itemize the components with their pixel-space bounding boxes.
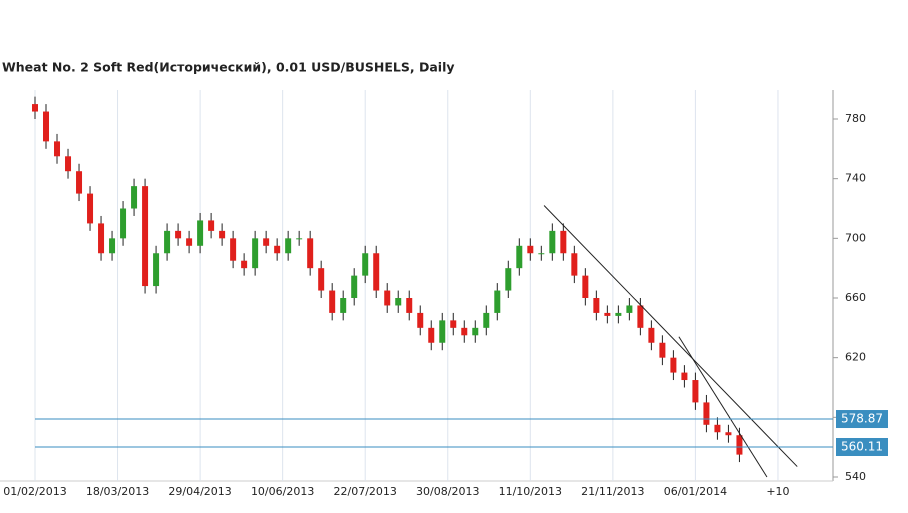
candle-body [197, 220, 204, 246]
candle-body [296, 238, 303, 240]
candle-body [142, 186, 149, 287]
candle-body [263, 238, 270, 246]
candle-body [736, 435, 743, 455]
y-tick-label: 660 [845, 291, 866, 304]
candle-body [648, 327, 655, 343]
level-label: 578.87 [841, 412, 883, 426]
x-tick-label: 10/06/2013 [251, 485, 314, 498]
candle-body [538, 253, 545, 255]
x-tick-label: 30/08/2013 [416, 485, 479, 498]
candle-body [604, 312, 611, 316]
candle-body [681, 372, 688, 381]
candle-body [439, 320, 446, 343]
candle-body [384, 290, 391, 306]
candle-body [571, 253, 578, 276]
candle-body [637, 305, 644, 328]
candle-body [76, 171, 83, 194]
candle-body [417, 312, 424, 328]
candle-body [65, 156, 72, 172]
candle-body [285, 238, 292, 254]
candle-body [549, 230, 556, 254]
candle-body [318, 268, 325, 291]
candle-body [461, 327, 468, 336]
candle-body [230, 238, 237, 261]
candle-body [373, 253, 380, 291]
candle-body [615, 312, 622, 316]
candle-body [208, 220, 215, 231]
candle-body [516, 245, 523, 269]
candle-body [175, 230, 182, 239]
candle-body [109, 238, 116, 254]
candle-body [340, 298, 347, 313]
y-tick-label: 540 [845, 470, 866, 483]
candle-body [626, 305, 633, 313]
candle-body [274, 245, 281, 254]
candle-body [362, 253, 369, 276]
candle-body [252, 238, 259, 269]
candle-body [428, 327, 435, 343]
candle-body [186, 238, 193, 246]
y-tick-label: 740 [845, 172, 866, 185]
candle-body [395, 298, 402, 306]
candle-body [659, 342, 666, 358]
x-tick-label: 06/01/2014 [664, 485, 727, 498]
candle-body [670, 357, 677, 373]
candle-body [307, 238, 314, 269]
y-tick-label: 700 [845, 231, 866, 244]
chart-title: Wheat No. 2 Soft Red(Исторический), 0.01… [2, 60, 455, 75]
candle-body [32, 104, 38, 112]
candle-body [560, 230, 567, 254]
x-tick-label: 01/02/2013 [3, 485, 66, 498]
candle-body [527, 245, 534, 254]
candle-body [494, 290, 501, 313]
candle-body [87, 193, 94, 224]
x-tick-label: 22/07/2013 [334, 485, 397, 498]
candle-body [241, 260, 248, 269]
candle-body [329, 290, 336, 313]
trend-line [543, 205, 798, 467]
x-tick-label: 29/04/2013 [168, 485, 231, 498]
candle-body [164, 230, 171, 254]
candle-body [593, 298, 600, 313]
candle-body [472, 327, 479, 336]
x-tick-label: 18/03/2013 [86, 485, 149, 498]
candle-body [725, 432, 732, 436]
y-tick-label: 620 [845, 351, 866, 364]
candle-body [714, 424, 721, 433]
candle-body [351, 275, 358, 298]
x-tick-label: +10 [766, 485, 789, 498]
level-label: 560.11 [841, 440, 883, 454]
candle-body [219, 230, 226, 239]
candle-body [582, 275, 589, 298]
x-tick-label: 21/11/2013 [581, 485, 644, 498]
candle-body [406, 298, 413, 313]
candle-body [43, 111, 50, 142]
candle-body [153, 253, 160, 287]
trend-line [678, 336, 768, 478]
candle-body [131, 186, 138, 209]
candle-body [98, 223, 105, 254]
level-tag [836, 410, 888, 429]
candle-body [54, 141, 61, 157]
y-tick-label: 780 [845, 112, 866, 125]
candle-body [120, 208, 127, 239]
candle-body [450, 320, 457, 328]
candle-body [483, 312, 490, 328]
level-tag [836, 438, 888, 457]
x-tick-label: 11/10/2013 [499, 485, 562, 498]
candle-body [692, 380, 699, 403]
candle-body [703, 402, 710, 425]
candle-body [505, 268, 512, 291]
